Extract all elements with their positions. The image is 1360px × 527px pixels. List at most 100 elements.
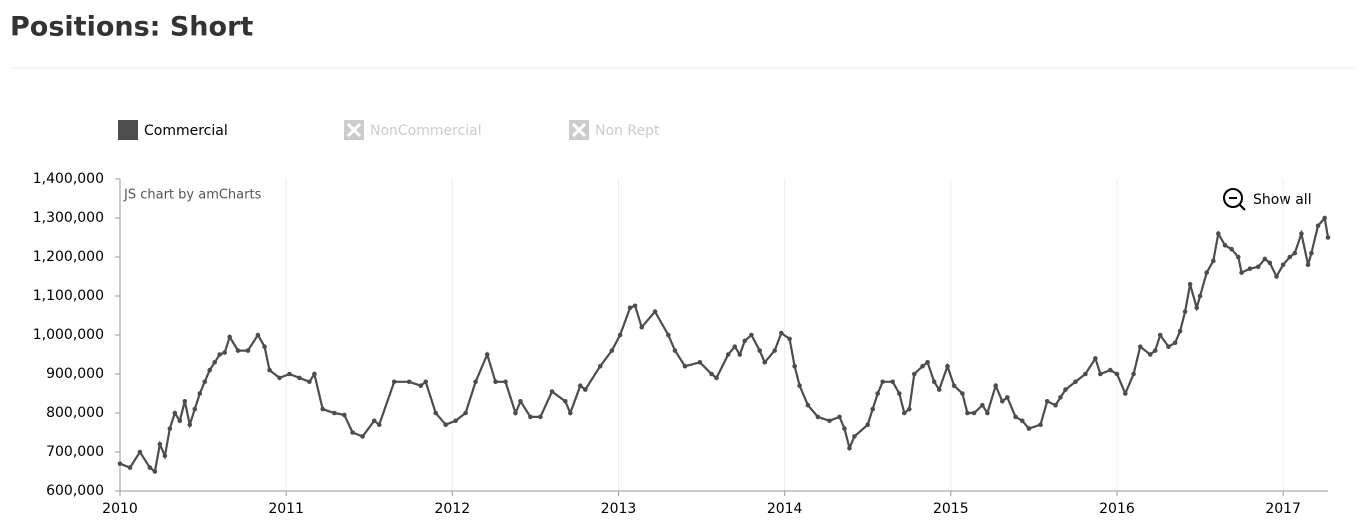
- y-tick-label: 1,200,000: [33, 249, 104, 265]
- data-point: [980, 402, 985, 408]
- data-point: [1305, 262, 1311, 268]
- data-point: [971, 410, 977, 416]
- data-point: [792, 363, 797, 369]
- data-point: [875, 391, 881, 396]
- data-point: [1262, 256, 1268, 262]
- data-point: [1247, 266, 1253, 272]
- data-point: [936, 387, 942, 392]
- zoom-icon-handle: [1239, 204, 1246, 211]
- data-point: [162, 453, 168, 459]
- data-point: [960, 391, 965, 396]
- data-point: [1044, 399, 1050, 404]
- data-point: [423, 379, 429, 385]
- data-point: [443, 422, 448, 428]
- data-point: [202, 379, 208, 385]
- data-point: [255, 332, 261, 338]
- data-point: [1299, 231, 1304, 236]
- x-tick-label: 2011: [268, 501, 304, 517]
- data-point: [1058, 395, 1063, 400]
- data-point: [177, 418, 183, 424]
- data-point: [1137, 344, 1143, 350]
- data-point: [1098, 371, 1103, 377]
- data-point: [837, 414, 842, 420]
- data-point: [307, 379, 312, 385]
- data-point: [182, 399, 188, 404]
- legend-label[interactable]: NonCommercial: [370, 123, 482, 139]
- data-point: [787, 336, 792, 342]
- legend-label[interactable]: Commercial: [144, 123, 228, 139]
- data-point: [1187, 282, 1193, 287]
- y-tick-label: 800,000: [46, 405, 104, 421]
- data-point: [1147, 352, 1153, 357]
- legend-label[interactable]: Non Rept: [595, 123, 660, 139]
- data-point: [433, 410, 439, 416]
- data-point: [1053, 402, 1058, 408]
- data-point: [217, 352, 222, 357]
- data-point: [1013, 414, 1018, 420]
- data-point: [617, 332, 623, 338]
- data-point: [453, 418, 458, 424]
- data-point: [567, 410, 573, 416]
- data-point: [1235, 254, 1241, 260]
- data-point: [287, 371, 292, 377]
- data-point: [725, 352, 731, 357]
- data-point: [865, 422, 871, 428]
- data-point: [993, 383, 998, 389]
- chart-title: Positions: Short: [10, 12, 253, 43]
- data-point: [152, 469, 158, 474]
- data-point: [925, 360, 930, 365]
- x-tick-label: 2012: [435, 501, 471, 517]
- data-point: [222, 350, 227, 355]
- data-point: [779, 330, 784, 336]
- zoom-icon: [1223, 188, 1243, 208]
- credit[interactable]: JS chart by amCharts: [123, 188, 262, 203]
- data-point: [245, 348, 251, 353]
- data-point: [1204, 270, 1210, 275]
- data-point: [342, 412, 347, 418]
- data-point: [297, 375, 302, 381]
- zoom-button[interactable]: Show all: [1223, 188, 1312, 211]
- data-point: [951, 383, 957, 389]
- data-point: [732, 344, 738, 350]
- data-point: [742, 338, 748, 344]
- data-point: [1108, 367, 1113, 373]
- data-point: [577, 383, 583, 389]
- data-point: [518, 399, 523, 404]
- data-point: [332, 410, 337, 416]
- data-point: [371, 418, 377, 424]
- data-point: [1177, 328, 1183, 334]
- data-point: [682, 363, 688, 369]
- data-point: [1131, 371, 1136, 377]
- data-point: [1000, 399, 1005, 404]
- data-point: [192, 406, 198, 412]
- data-point: [1197, 293, 1203, 299]
- data-point: [672, 348, 678, 353]
- data-point: [360, 434, 365, 439]
- data-point: [1239, 270, 1244, 275]
- data-point: [772, 348, 777, 353]
- data-point: [1267, 260, 1273, 266]
- data-point: [1287, 254, 1293, 260]
- data-point: [749, 332, 754, 338]
- data-point: [906, 406, 912, 412]
- legend-swatch[interactable]: [118, 120, 138, 140]
- data-point: [797, 383, 802, 389]
- data-point: [931, 379, 937, 385]
- data-point: [376, 422, 382, 428]
- data-point: [1073, 379, 1078, 385]
- data-point: [1166, 344, 1171, 350]
- data-point: [609, 348, 615, 353]
- data-point: [714, 375, 719, 381]
- data-point: [1309, 250, 1314, 256]
- data-point: [473, 379, 478, 385]
- data-point: [1315, 223, 1321, 229]
- data-point: [1026, 426, 1032, 431]
- data-point: [1292, 250, 1298, 256]
- data-point: [1211, 258, 1216, 264]
- data-point: [320, 406, 326, 412]
- data-point: [463, 410, 468, 416]
- zoom-label[interactable]: Show all: [1253, 192, 1312, 208]
- data-point: [493, 379, 498, 385]
